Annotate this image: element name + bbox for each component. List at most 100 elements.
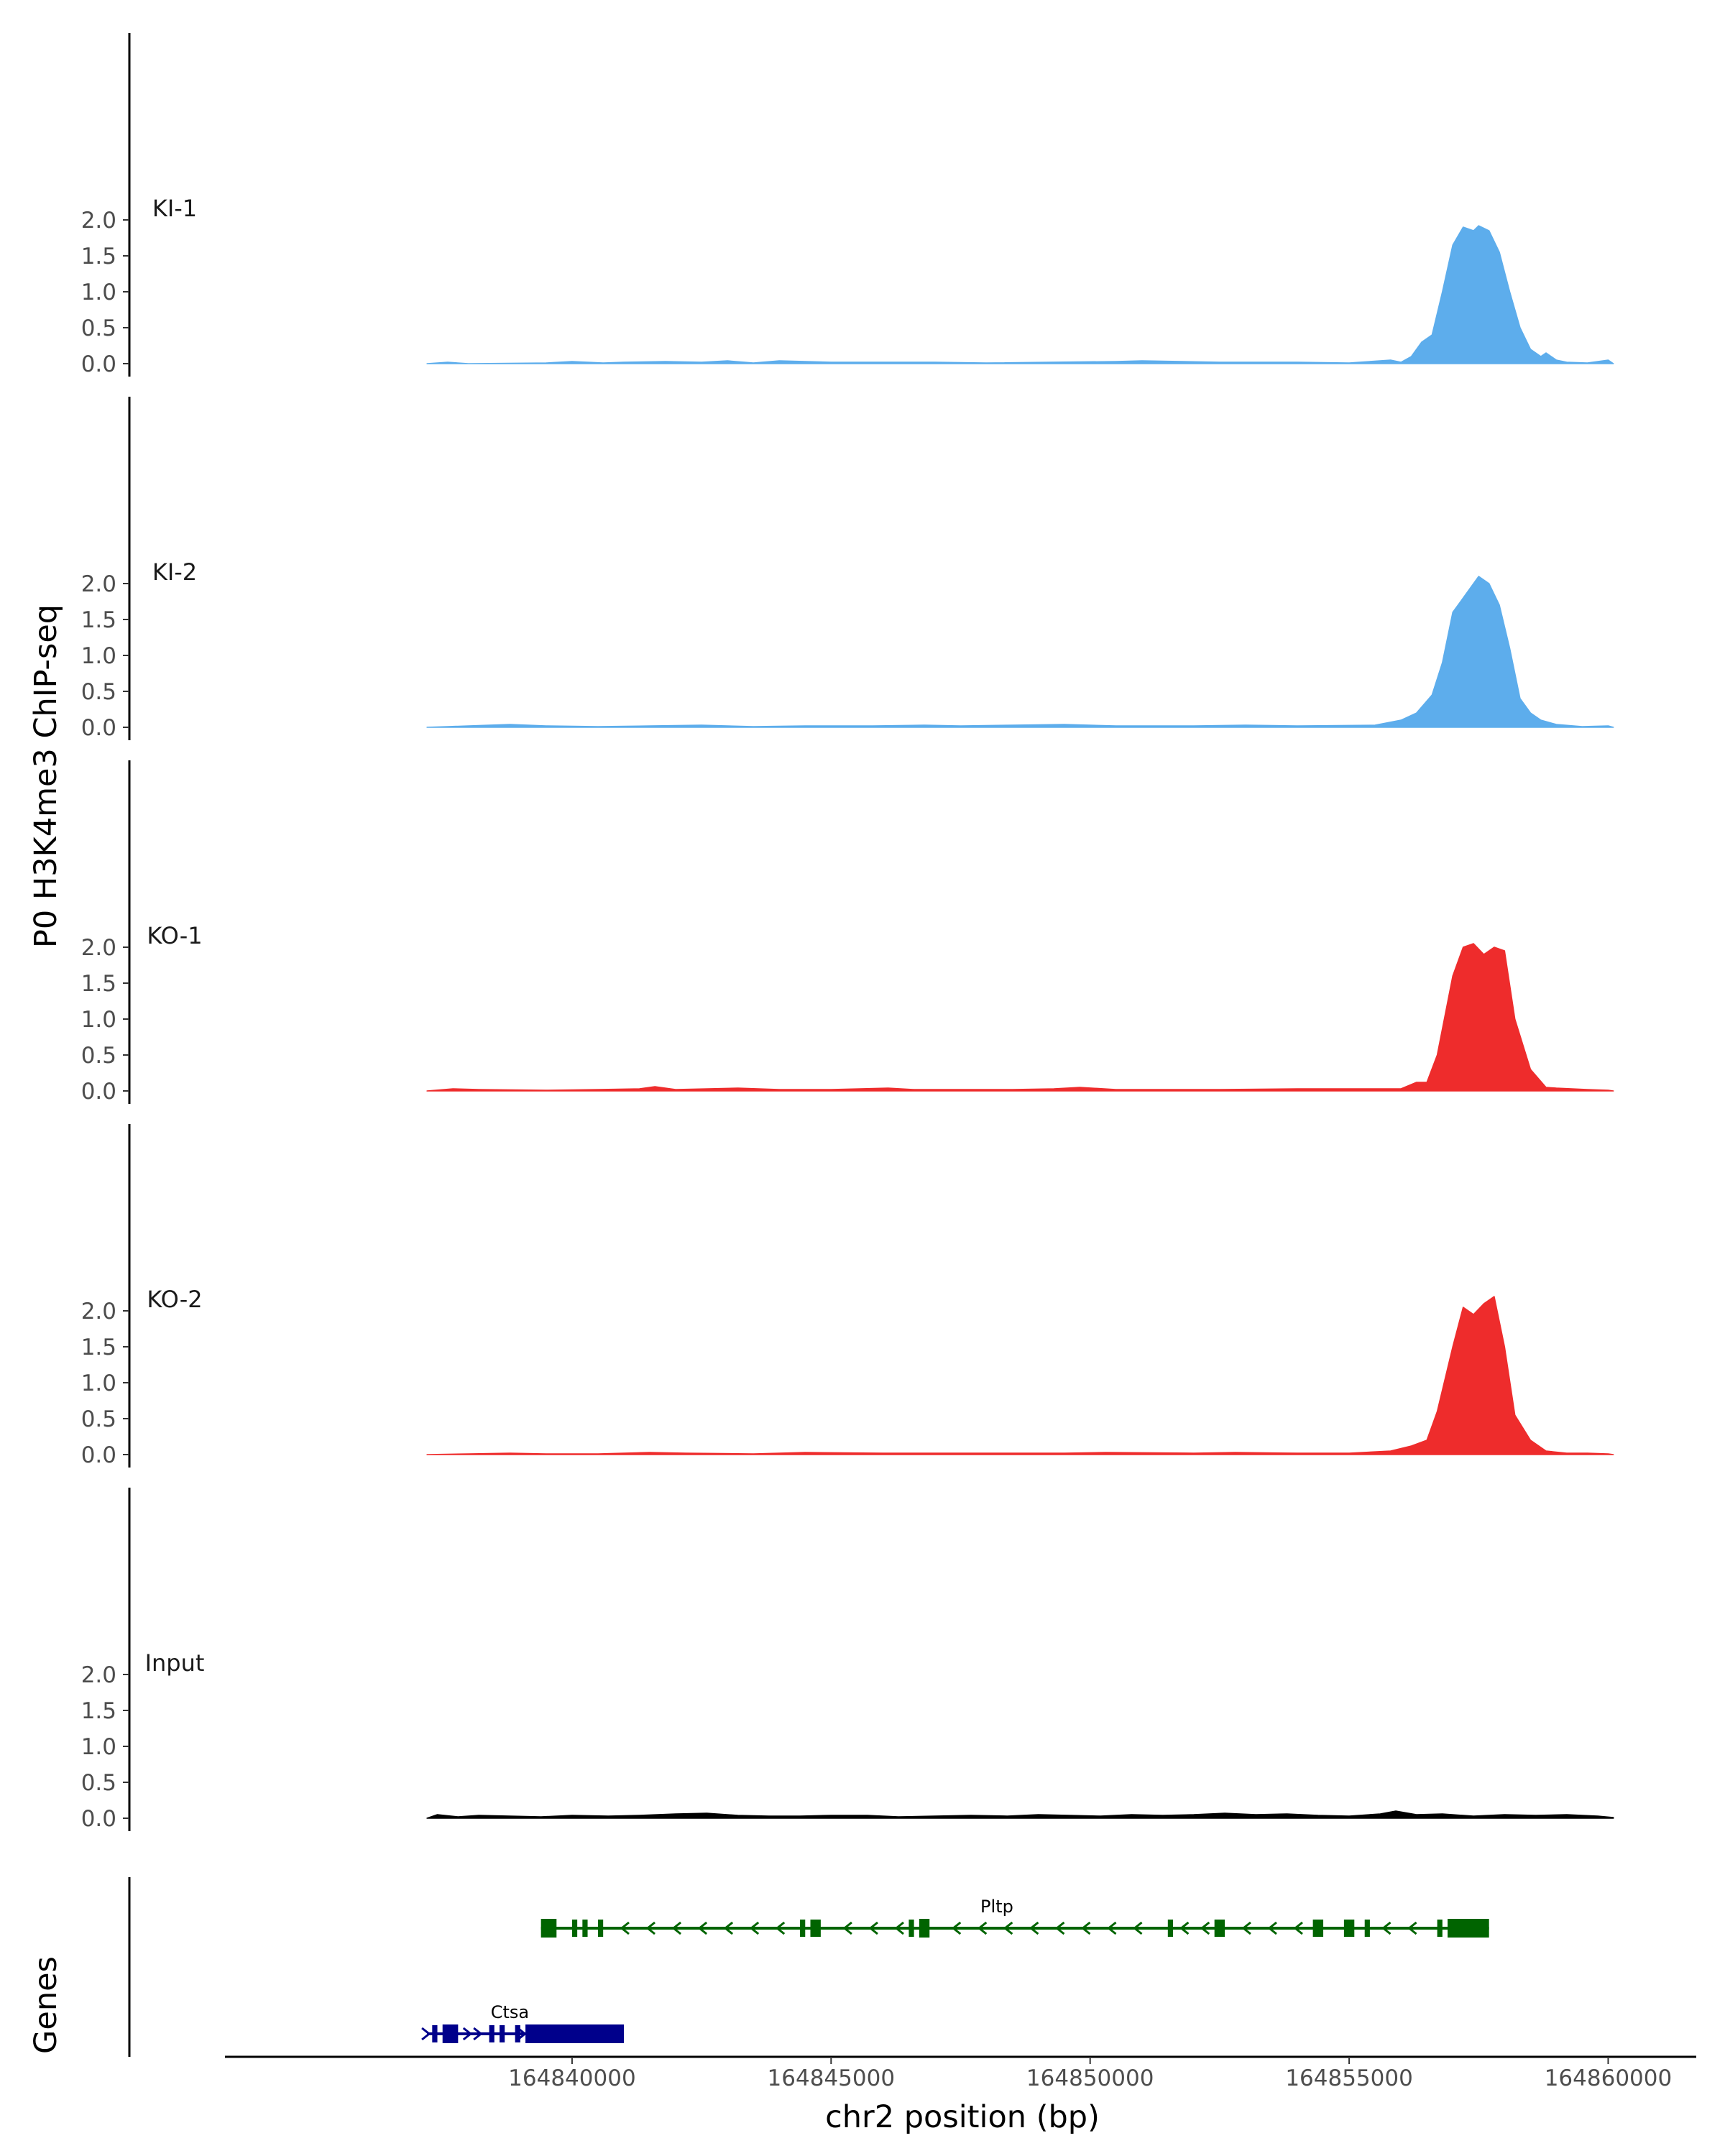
x-axis: 164840000 164845000 164850000 164855000 1648… [225, 2055, 1696, 2091]
x-tick-label: 164860000 [1545, 2065, 1673, 2091]
track-label: Input [145, 1649, 205, 1677]
x-tick-label: 164850000 [1026, 2065, 1154, 2091]
strand-arrow-icon [671, 1921, 682, 1935]
strand-arrow-icon [645, 1921, 656, 1935]
x-tick-label: 164845000 [768, 2065, 896, 2091]
exon-utr [1167, 1920, 1174, 1937]
gene-pltp: Pltp [540, 1897, 1489, 1938]
strand-arrow-icon [1407, 1921, 1417, 1935]
y-axis-title: P0 H3K4me3 ChIP-seq [28, 604, 64, 948]
y-tick-label: 1.0 [81, 1370, 116, 1396]
track-label: KO-2 [147, 1286, 202, 1313]
gene-ctsa: Ctsa [421, 2002, 624, 2043]
exon-utr [908, 1920, 914, 1937]
strand-arrow-icon [620, 1921, 630, 1935]
y-tick-label: 1.0 [81, 643, 116, 669]
exon-utr [1343, 1920, 1355, 1937]
x-tick-label: 164840000 [508, 2065, 636, 2091]
strand-arrow-icon [842, 1921, 852, 1935]
strand-arrow-icon [473, 2027, 483, 2041]
exon-coding [540, 1919, 557, 1938]
y-tick-label: 1.5 [81, 1698, 116, 1724]
y-tick-label: 1.5 [81, 244, 116, 270]
strand-arrow-icon [1293, 1921, 1303, 1935]
strand-arrow-icon [1107, 1921, 1117, 1935]
strand-arrow-icon [868, 1921, 878, 1935]
gene-label: Pltp [980, 1897, 1013, 1917]
y-tick-label: 1.5 [81, 1335, 116, 1360]
signal-area [426, 943, 1614, 1092]
y-tick-label: 2.0 [81, 1299, 116, 1325]
gene-label: Ctsa [491, 2002, 529, 2022]
y-tick-label: 2.0 [81, 935, 116, 961]
exon-utr [432, 2025, 438, 2042]
exon-utr [810, 1920, 821, 1937]
exon-coding [919, 1919, 930, 1938]
track-ko-1: 0.0 0.5 1.0 1.5 2.0 KO-1 [81, 760, 1614, 1105]
track-ko-2: 0.0 0.5 1.0 1.5 2.0 KO-2 [81, 1124, 1614, 1468]
exon-utr [489, 2025, 494, 2042]
y-tick-label: 0.5 [81, 315, 116, 341]
exon-utr [1312, 1920, 1324, 1937]
exon-utr [515, 2025, 520, 2042]
y-tick-label: 0.5 [81, 1770, 116, 1796]
y-tick-label: 0.0 [81, 351, 116, 377]
strand-arrow-icon [1200, 1921, 1210, 1935]
strand-arrow-icon [697, 1921, 708, 1935]
strand-arrow-icon [1081, 1921, 1091, 1935]
strand-arrow-icon [1055, 1921, 1065, 1935]
signal-area [426, 225, 1614, 364]
y-tick-label: 0.0 [81, 1806, 116, 1832]
exon-utr [1437, 1920, 1443, 1937]
strand-arrow-icon [1381, 1921, 1392, 1935]
y-tick-label: 2.0 [81, 571, 116, 597]
exon-utr [597, 1920, 604, 1937]
exon-utr [571, 1920, 578, 1937]
strand-arrow-icon [951, 1921, 962, 1935]
signal-area [426, 576, 1614, 728]
y-tick-label: 0.5 [81, 1043, 116, 1069]
y-tick-label: 1.0 [81, 1734, 116, 1760]
track-label: KO-1 [147, 922, 202, 949]
track-input: 0.0 0.5 1.0 1.5 2.0 Input [81, 1488, 1614, 1832]
y-tick-label: 0.5 [81, 679, 116, 705]
x-tick-label: 164855000 [1285, 2065, 1413, 2091]
strand-arrow-icon [775, 1921, 786, 1935]
strand-arrow-icon [1179, 1921, 1190, 1935]
strand-arrow-icon [421, 2027, 431, 2041]
strand-arrow-icon [894, 1921, 904, 1935]
strand-arrow-icon [749, 1921, 760, 1935]
strand-arrow-icon [723, 1921, 734, 1935]
y-tick-label: 1.5 [81, 971, 116, 997]
strand-arrow-icon [1267, 1921, 1277, 1935]
y-tick-label: 1.0 [81, 280, 116, 305]
strand-arrow-icon [977, 1921, 988, 1935]
y-tick-label: 1.0 [81, 1007, 116, 1033]
track-ki-2: 0.0 0.5 1.0 1.5 2.0 KI-2 [81, 397, 1614, 741]
y-tick-label: 0.5 [81, 1406, 116, 1432]
exon-utr [500, 2025, 505, 2042]
exon-utr [800, 1920, 806, 1937]
track-label: KI-2 [152, 558, 197, 586]
track-label: KI-1 [152, 195, 197, 222]
exon-utr [582, 1920, 588, 1937]
y-tick-label: 0.0 [81, 715, 116, 741]
signal-tracks: 0.0 0.5 1.0 1.5 2.0 KI-1 0.0 0.5 1.0 1.5 2.0 KI-2 0.… [81, 33, 1614, 1832]
signal-area [426, 1810, 1614, 1819]
strand-arrow-icon [1133, 1921, 1143, 1935]
strand-arrow-icon [1241, 1921, 1251, 1935]
signal-area [426, 1296, 1614, 1455]
strand-arrow-icon [1003, 1921, 1013, 1935]
exon-coding [442, 2024, 459, 2043]
y-tick-label: 2.0 [81, 208, 116, 234]
exon-utr [1364, 1920, 1370, 1937]
track-ki-1: 0.0 0.5 1.0 1.5 2.0 KI-1 [81, 33, 1614, 377]
strand-arrow-icon [1029, 1921, 1039, 1935]
y-tick-label: 2.0 [81, 1662, 116, 1688]
genes-axis-title: Genes [28, 1956, 64, 2054]
exon-coding [1448, 1919, 1489, 1938]
y-tick-label: 0.0 [81, 1442, 116, 1468]
gene-annotation-panel: Pltp Ctsa [128, 1877, 1489, 2057]
x-axis-title: chr2 position (bp) [825, 2099, 1100, 2135]
y-tick-label: 0.0 [81, 1079, 116, 1105]
